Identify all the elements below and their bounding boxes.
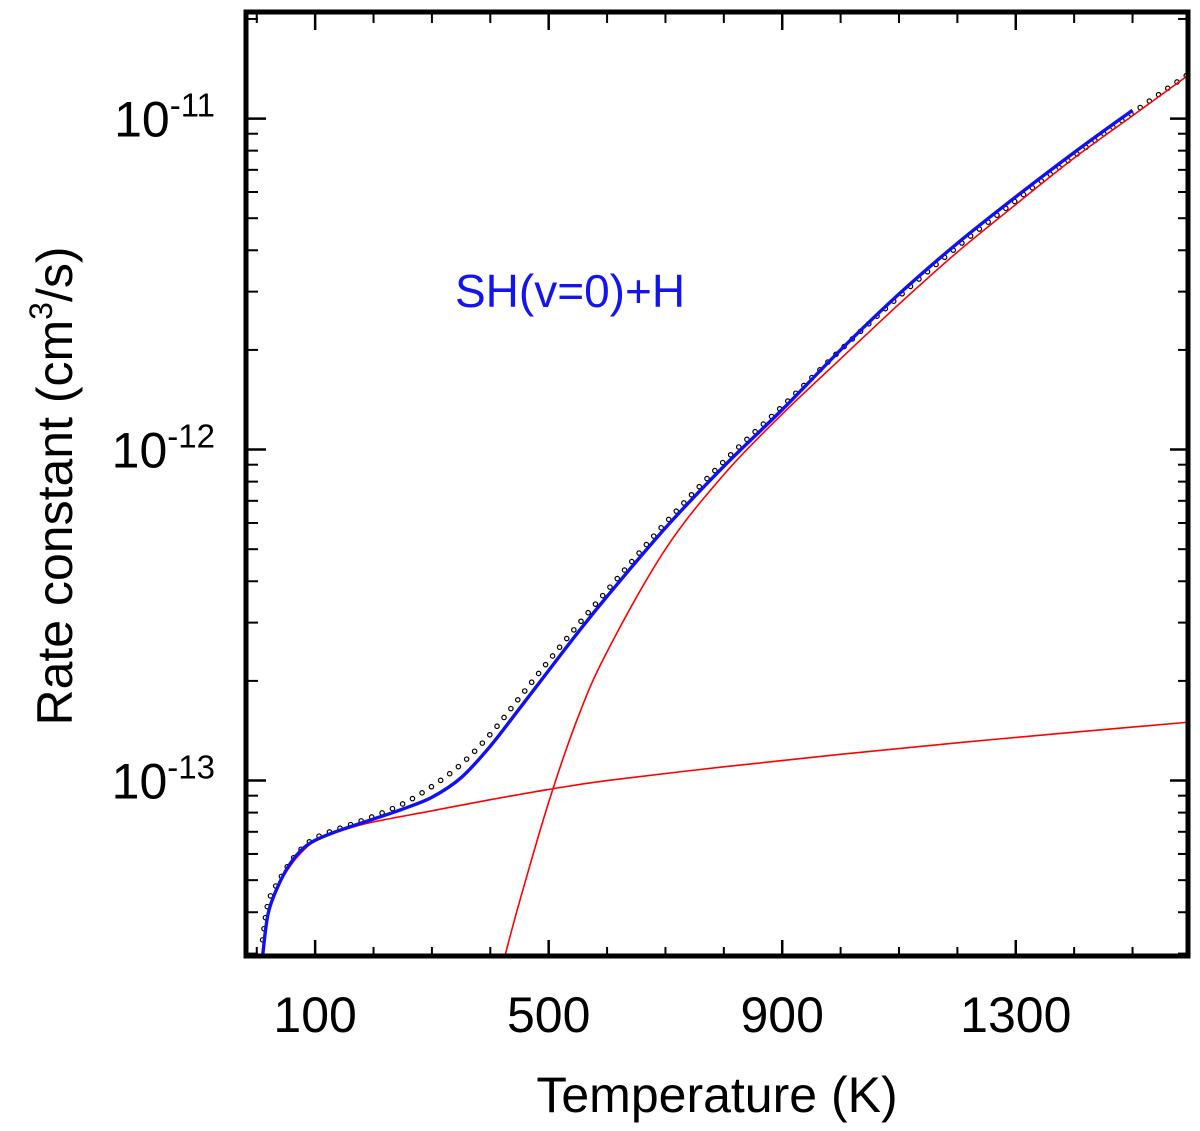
data-point (636, 550, 642, 556)
data-point (389, 805, 396, 812)
series-annotation: SH(v=0)+H (455, 265, 685, 317)
plot-frame (243, 9, 1191, 959)
data-point (508, 705, 514, 712)
data-point (688, 491, 695, 498)
total-line (260, 108, 1134, 956)
y-tick-label-base: 10 (112, 754, 168, 810)
y-axis-title-tail: /s) (27, 246, 83, 302)
data-point (592, 601, 599, 607)
y-tick-label-exponent: -12 (167, 418, 215, 455)
data-point (599, 592, 606, 599)
y-tick-label: 10-13 (112, 749, 215, 810)
data-point (479, 740, 486, 746)
data-point (542, 661, 549, 668)
data-point (585, 609, 591, 616)
data-point (704, 475, 710, 482)
y-axis-title: Rate constant (cm3/s) (23, 246, 83, 725)
data-point (719, 459, 726, 466)
data-point (428, 783, 435, 790)
component-line (262, 721, 1188, 956)
data-point (614, 575, 621, 582)
y-axis-title-superscript: 3 (23, 302, 59, 320)
data-point (571, 627, 577, 633)
data-point (621, 567, 628, 573)
data-point (521, 688, 528, 694)
component-line (504, 74, 1188, 956)
data-point (727, 451, 734, 458)
x-tick-label: 900 (741, 987, 824, 1043)
data-point (494, 723, 500, 730)
data-point (501, 714, 507, 721)
data-point (681, 500, 687, 506)
data-point (549, 653, 556, 659)
y-axis-title-main: Rate constant (cm (27, 320, 83, 726)
y-tick-label: 10-11 (114, 87, 215, 148)
data-point (696, 483, 703, 490)
data-point (399, 801, 406, 807)
series-layer (259, 72, 1188, 956)
data-point (628, 558, 635, 565)
data-point (487, 731, 493, 738)
x-tick-label: 1300 (960, 987, 1071, 1043)
data-point (514, 696, 521, 703)
data-point (563, 635, 570, 642)
data-point (446, 770, 453, 777)
y-tick-label-exponent: -11 (170, 87, 215, 124)
axis-ticks (248, 14, 1188, 956)
data-point (712, 467, 718, 474)
x-tick-label: 100 (273, 987, 356, 1043)
data-point (437, 777, 444, 784)
y-tick-label-base: 10 (112, 423, 168, 479)
data-point (578, 618, 584, 625)
data-point (409, 795, 416, 802)
data-point (607, 584, 613, 590)
data-point (556, 644, 563, 651)
y-tick-label: 10-12 (112, 418, 215, 479)
x-axis-title: Temperature (K) (536, 1067, 897, 1123)
x-tick-label: 500 (507, 987, 590, 1043)
data-point (528, 679, 535, 686)
data-point (455, 763, 462, 770)
data-point (463, 756, 470, 762)
data-point (471, 748, 478, 755)
y-tick-label-exponent: -13 (167, 749, 215, 786)
data-point (419, 790, 425, 796)
y-tick-label-base: 10 (114, 92, 170, 148)
data-point (535, 670, 542, 677)
